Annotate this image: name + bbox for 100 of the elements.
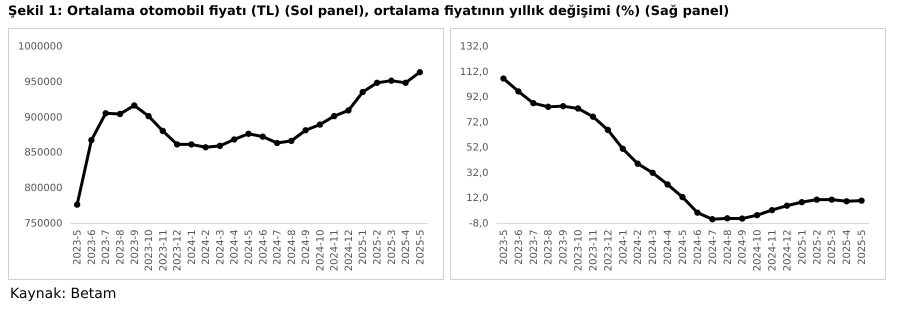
point [604, 126, 612, 134]
x-tick-label: 2024-8 [286, 230, 298, 265]
point [754, 212, 760, 218]
y-tick-label: 750000 [24, 218, 62, 230]
x-tick-label: 2023-6 [86, 230, 98, 265]
x-tick-label: 2024-7 [272, 230, 284, 265]
x-tick-label: 2024-12 [782, 230, 794, 272]
y-tick-label: 800000 [24, 183, 62, 194]
point [316, 121, 324, 128]
point [828, 196, 835, 203]
x-tick-label: 2024-10 [752, 230, 764, 272]
point [679, 194, 686, 200]
point [739, 215, 746, 222]
x-tick-label: 2025-5 [415, 230, 426, 265]
x-tick-label: 2023-10 [574, 230, 585, 272]
x-tick-label: 2023-9 [130, 230, 141, 265]
x-tick-label: 2025-2 [372, 230, 384, 265]
x-tick-label: 2025-4 [401, 230, 412, 265]
x-tick-label: 2023-11 [158, 230, 170, 272]
x-tick-label: 2023-7 [101, 230, 112, 265]
x-tick-label: 2023-12 [603, 230, 614, 272]
x-tick-label: 2024-5 [678, 230, 689, 265]
point [331, 112, 338, 120]
y-tick-label: 900000 [24, 112, 62, 124]
point [145, 112, 152, 120]
x-tick-label: 2024-2 [201, 230, 212, 265]
point [402, 80, 409, 86]
point [174, 141, 180, 148]
point [768, 206, 776, 214]
x-tick-label: 2024-12 [344, 230, 355, 272]
point [116, 110, 124, 118]
point [416, 69, 424, 76]
x-tick-label: 2025-4 [842, 230, 854, 265]
y-tick-label: 1000000 [18, 42, 62, 52]
point [515, 88, 522, 95]
y-tick-label: 12,0 [466, 193, 488, 204]
point [814, 196, 820, 203]
point [388, 78, 394, 84]
x-tick-label: 2024-4 [230, 230, 241, 265]
y-tick-label: 52,0 [466, 142, 488, 154]
x-tick-label: 2023-6 [514, 230, 525, 265]
point [74, 201, 80, 208]
x-tick-label: 2024-5 [244, 230, 255, 265]
x-tick-label: 2024-3 [648, 230, 660, 265]
text: Kaynak: Betam [10, 286, 118, 302]
point [634, 160, 641, 167]
x-tick-label: 2023-8 [115, 230, 126, 265]
point [160, 128, 166, 134]
x-tick-label: 2024-4 [663, 230, 674, 265]
x-tick-label: 2025-5 [857, 230, 868, 265]
x-tick-label: 2023-9 [558, 230, 570, 265]
y-tick-label: 132,0 [460, 42, 488, 52]
point [374, 80, 380, 86]
point [345, 107, 352, 114]
x-tick-label: 2023-10 [144, 230, 156, 272]
point [784, 202, 790, 209]
x-tick-label: 2024-11 [768, 230, 779, 272]
x-tick-label: 2025-1 [358, 230, 370, 265]
point [843, 198, 850, 204]
x-tick-label: 2024-10 [315, 230, 326, 272]
x-tick-label: 2024-11 [330, 230, 341, 272]
x-tick-label: 2024-1 [186, 230, 198, 265]
x-tick-label: 2024-3 [215, 230, 226, 265]
point [360, 88, 366, 96]
point [88, 137, 95, 144]
x-tick-label: 2024-6 [258, 230, 270, 265]
point [574, 105, 582, 112]
x-tick-label: 2023-5 [498, 230, 510, 265]
y-tick-label: 112,0 [460, 66, 488, 78]
x-tick-label: 2024-9 [738, 230, 749, 265]
point [131, 102, 138, 109]
x-tick-label: 2024-7 [708, 230, 719, 265]
point [650, 170, 656, 176]
point [560, 103, 566, 110]
point [694, 209, 701, 216]
y-tick-label: 92,0 [466, 92, 488, 104]
point [545, 104, 552, 110]
y-tick-label: -8,0 [468, 218, 488, 230]
point [798, 198, 806, 206]
y-tick-label: 950000 [24, 76, 62, 88]
chart-title: Şekil 1: Ortalama otomobil fiyatı (TL) (Sol panel), ortalama fiyatının yıllık değişimi (%) (Sağ panel) [7, 3, 730, 21]
point [724, 215, 730, 222]
x-tick-label: 2023-5 [72, 230, 84, 265]
point [530, 100, 536, 106]
x-tick-label: 2025-3 [386, 230, 398, 265]
point [288, 138, 294, 144]
point [260, 133, 266, 140]
x-tick-label: 2024-2 [633, 230, 644, 265]
point [202, 144, 209, 150]
x-tick-label: 2023-12 [172, 230, 184, 272]
point [664, 181, 671, 188]
x-tick-label: 2025-2 [812, 230, 824, 265]
point [274, 140, 280, 146]
point [302, 127, 309, 134]
y-tick-label: 850000 [24, 148, 62, 159]
x-tick-label: 2023-11 [588, 230, 600, 272]
point [858, 197, 865, 204]
point [102, 110, 109, 116]
x-tick-label: 2025-3 [827, 230, 838, 265]
x-tick-label: 2023-7 [528, 230, 540, 265]
